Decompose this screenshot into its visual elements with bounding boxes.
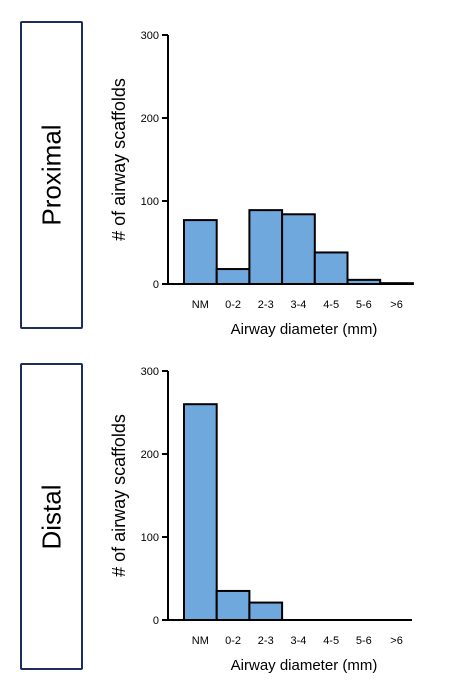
x-tick-label-distal-5-6: 5-6 [356,635,372,647]
x-tick-label-distal-3-4: 3-4 [290,635,306,647]
bar-proximal-3-4 [281,213,316,285]
x-tick-label-distal-4-5: 4-5 [323,635,339,647]
y-tick-label-distal-100: 100 [141,532,159,544]
x-tick-label-distal-2-3: 2-3 [258,635,274,647]
x-axis-title-proximal: Airway diameter (mm) [231,321,378,338]
bar-proximal-2-3 [248,209,284,286]
x-tick-label-proximal-3-4: 3-4 [290,299,306,311]
y-tick-label-distal-0: 0 [153,615,159,627]
x-tick-label-proximal->6: >6 [390,299,403,311]
y-tick-label-proximal-100: 100 [141,196,159,208]
bar-distal-2-3 [248,601,284,622]
bar-proximal-NM [183,219,218,285]
y-tick-label-proximal-200: 200 [141,113,159,125]
y-tick-label-distal-300: 300 [141,366,159,378]
bar-proximal-4-5 [313,251,349,286]
x-tick-label-proximal-NM: NM [192,299,209,311]
x-tick-label-distal->6: >6 [390,635,403,647]
x-tick-label-proximal-5-6: 5-6 [356,299,372,311]
y-tick-label-proximal-300: 300 [141,30,159,42]
bar-proximal-0-2 [215,268,251,285]
y-tick-label-proximal-0: 0 [153,279,159,291]
y-axis-title-proximal: # of airway scaffolds [109,78,129,241]
bar-distal-NM [183,403,218,622]
x-tick-label-distal-0-2: 0-2 [225,635,241,647]
panel-label-box-distal: Distal [20,363,83,670]
panel-label-box-proximal: Proximal [20,21,83,329]
x-tick-label-distal-NM: NM [192,635,209,647]
x-tick-label-proximal-4-5: 4-5 [323,299,339,311]
bar-distal-0-2 [215,589,251,622]
y-tick-label-distal-200: 200 [141,449,159,461]
y-axis-title-distal: # of airway scaffolds [109,414,129,577]
x-tick-label-proximal-2-3: 2-3 [258,299,274,311]
x-tick-label-proximal-0-2: 0-2 [225,299,241,311]
x-axis-title-distal: Airway diameter (mm) [231,657,378,674]
